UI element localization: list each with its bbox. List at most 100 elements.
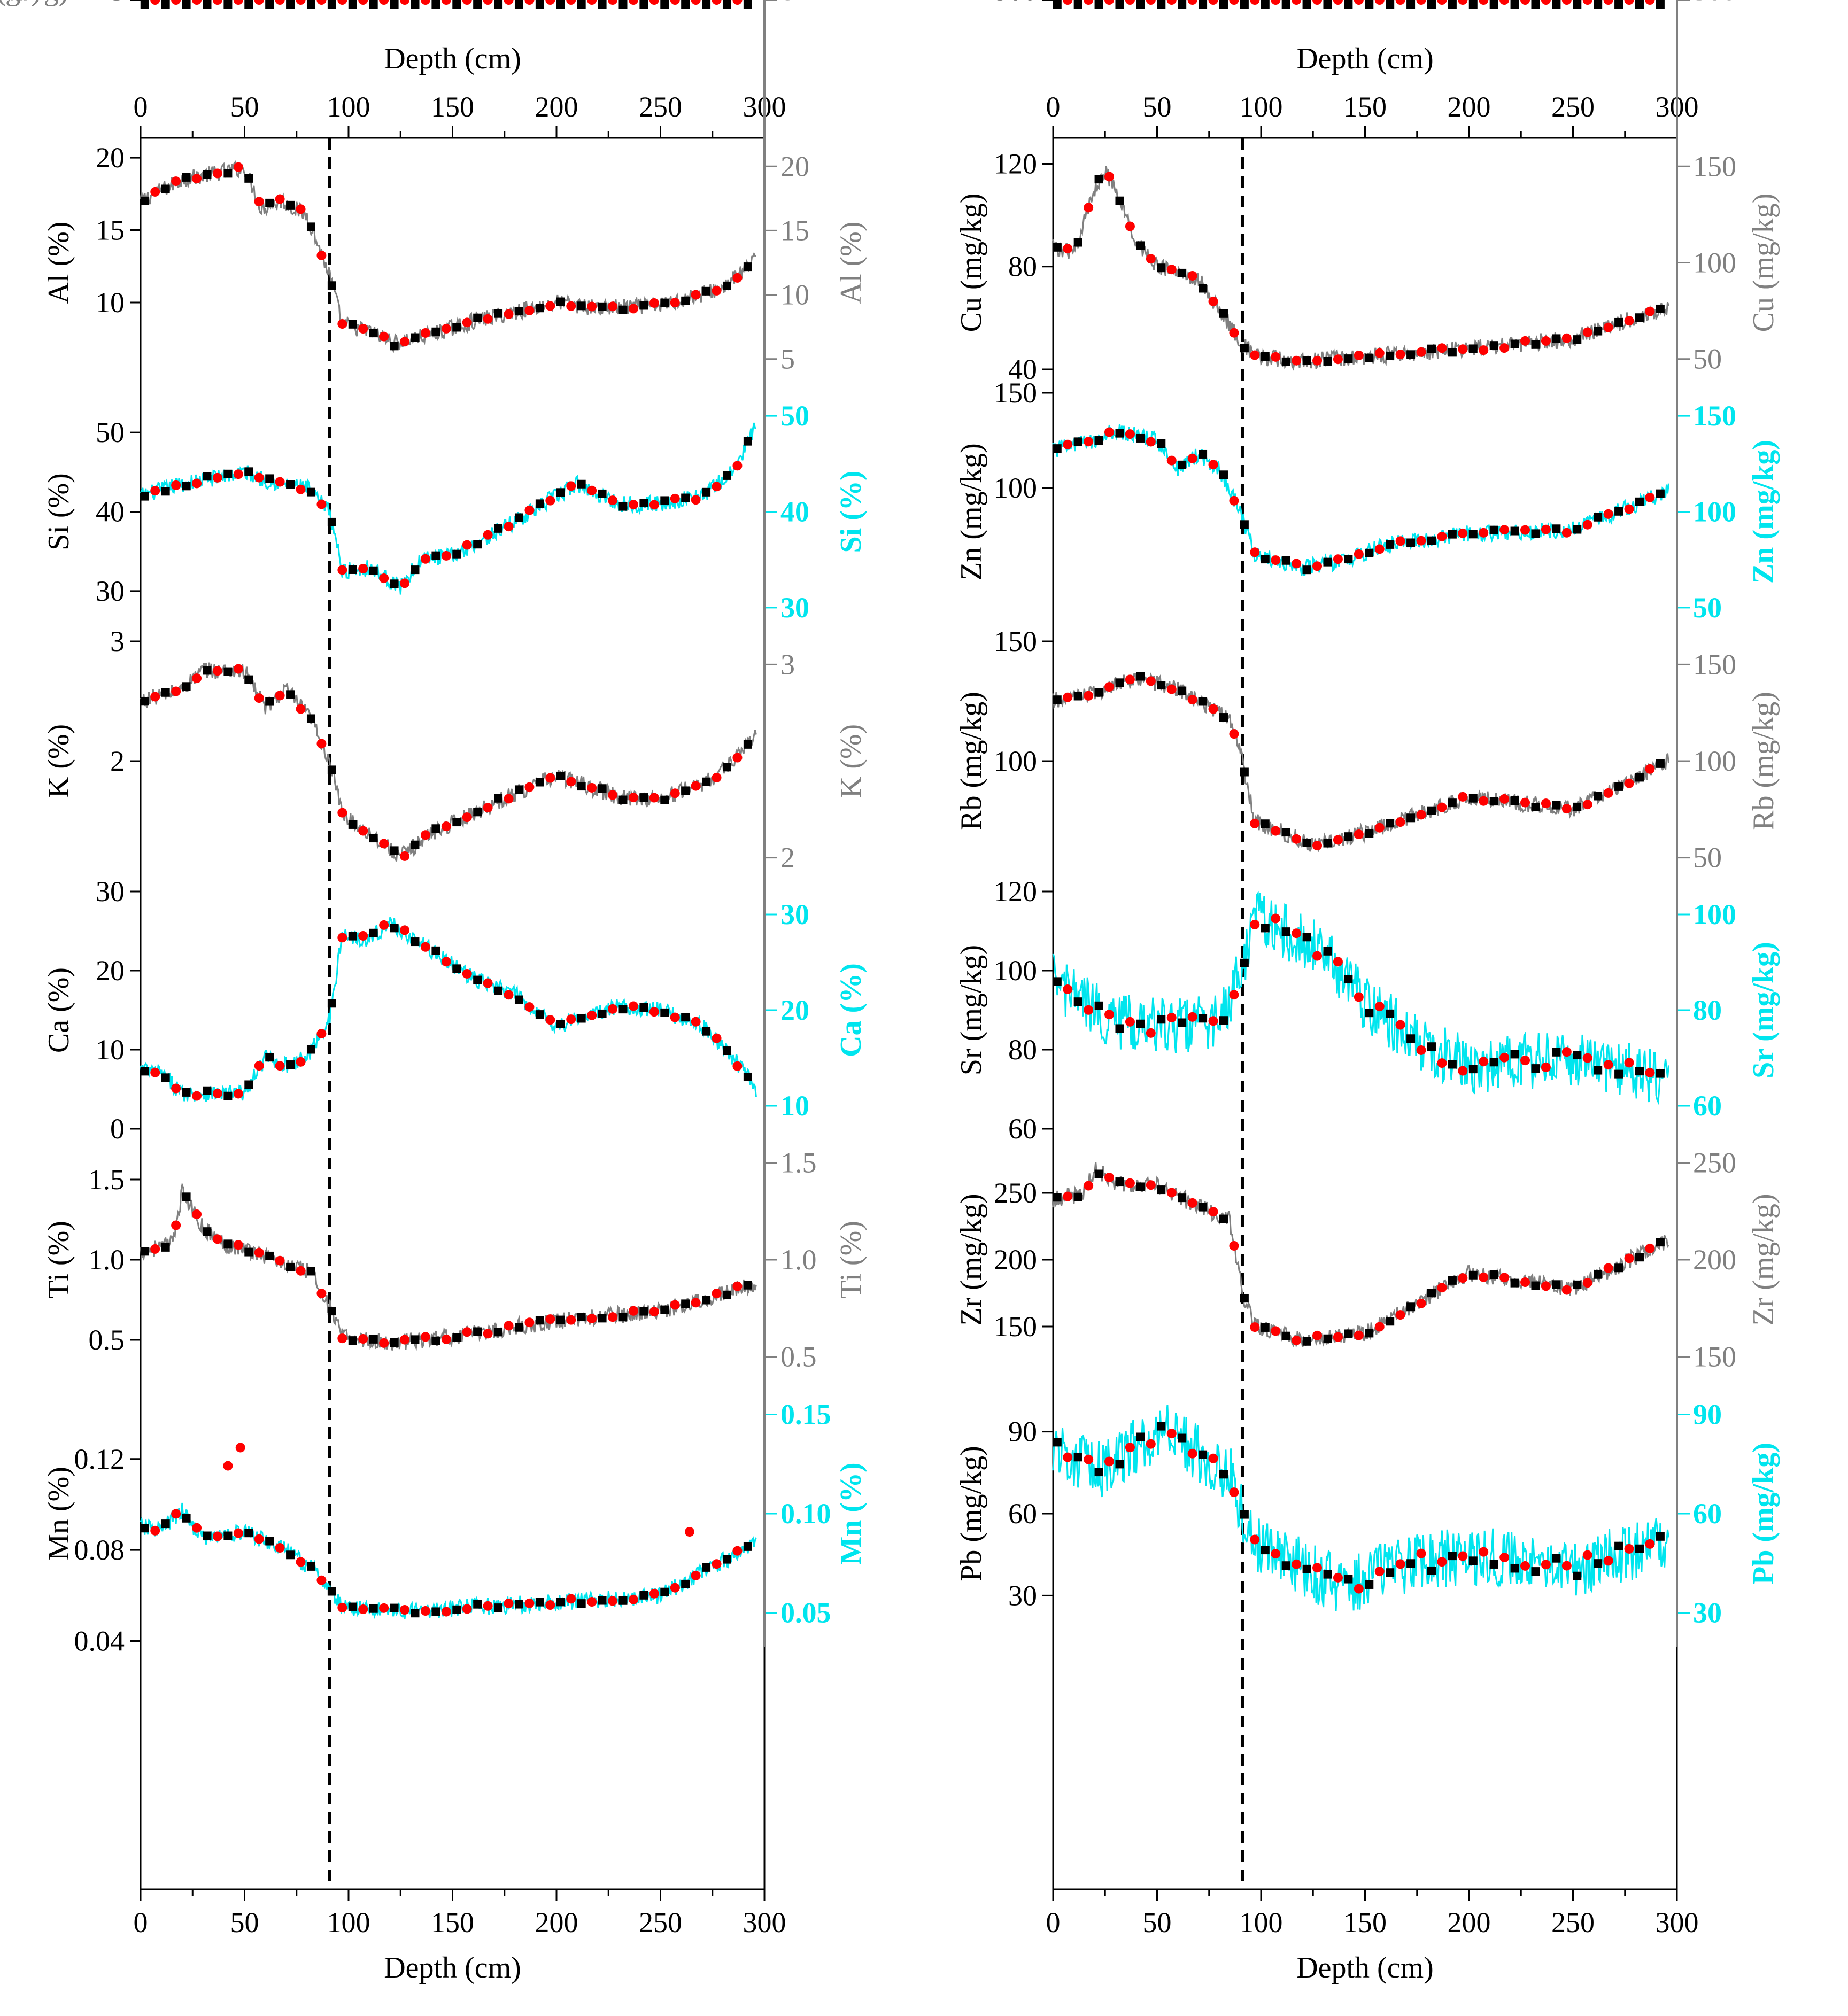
sample-marker-black	[161, 487, 170, 496]
sample-marker-red	[1250, 0, 1260, 5]
sample-marker-red	[504, 794, 514, 804]
sample-marker-black	[1448, 1060, 1457, 1069]
sample-marker-black	[722, 1290, 731, 1299]
sample-marker-red	[1208, 704, 1218, 714]
sample-marker-black	[1386, 1009, 1395, 1018]
sample-marker-red-outlier	[223, 1461, 233, 1471]
sample-marker-black	[1073, 437, 1082, 446]
sample-marker-black	[244, 675, 253, 684]
sample-marker-black	[1302, 0, 1311, 9]
sample-marker-black	[1094, 175, 1103, 184]
sample-marker-black	[265, 697, 274, 706]
sample-marker-black	[1136, 241, 1145, 250]
sample-marker-red	[1312, 1563, 1323, 1573]
sample-marker-black	[535, 778, 544, 787]
right-y-tick-label: 8	[780, 0, 795, 6]
right-y-axis-label: Cu (mg/kg)	[1747, 193, 1780, 332]
x-tick-label: 100	[327, 1906, 370, 1939]
sample-marker-black	[348, 820, 357, 829]
sample-marker-black	[140, 196, 149, 205]
sample-marker-red	[316, 1029, 327, 1039]
right-y-tick-label: 50	[1693, 343, 1722, 375]
sample-marker-red	[1146, 1439, 1156, 1449]
sample-marker-red	[1208, 1207, 1218, 1217]
sample-marker-black	[411, 1335, 420, 1344]
x-tick-label: 150	[431, 91, 474, 123]
sample-marker-red	[1354, 1330, 1364, 1340]
sample-marker-black	[1240, 1294, 1249, 1303]
sample-marker-black	[327, 1587, 336, 1596]
left-y-tick-label: 200	[994, 1244, 1037, 1276]
sample-marker-black	[1344, 832, 1353, 841]
sample-marker-black	[722, 471, 731, 480]
sample-marker-black	[598, 489, 607, 498]
sample-marker-black	[182, 1192, 191, 1201]
sample-marker-black	[265, 1053, 274, 1062]
left-y-axis-label: K (%)	[42, 724, 75, 798]
sample-marker-red	[275, 691, 285, 701]
sample-marker-red	[1292, 559, 1302, 569]
sample-marker-red	[1437, 0, 1447, 5]
right-y-tick-label: 100	[1693, 898, 1736, 931]
sample-marker-red	[337, 808, 347, 818]
sample-marker-black	[1178, 1193, 1187, 1203]
sample-marker-red	[1229, 990, 1239, 1000]
sample-marker-red	[1561, 0, 1572, 5]
sample-marker-black	[1656, 759, 1665, 768]
sample-marker-red	[233, 1240, 243, 1250]
sample-marker-red	[732, 0, 743, 5]
sample-marker-red	[1479, 0, 1489, 5]
sample-marker-black	[1219, 1016, 1228, 1025]
sample-marker-black	[1094, 1169, 1103, 1178]
left-y-axis-label: Ba (mg/kg)	[0, 0, 68, 7]
sample-marker-black	[577, 1014, 586, 1023]
sample-marker-black	[1073, 0, 1082, 9]
sample-marker-red	[1250, 919, 1260, 929]
right-y-tick-label: 50	[1693, 842, 1722, 874]
sample-marker-red	[1166, 1429, 1177, 1439]
sample-marker-black	[1406, 1559, 1416, 1568]
sample-marker-red	[712, 482, 722, 492]
sample-marker-red	[1312, 355, 1323, 366]
sample-marker-black	[598, 0, 607, 9]
right-y-tick-label: 60	[1693, 1090, 1722, 1122]
sample-marker-red	[337, 933, 347, 943]
sample-marker-black	[1510, 0, 1519, 9]
sample-marker-black	[1157, 439, 1166, 448]
sample-marker-red	[608, 790, 618, 800]
sample-marker-black	[722, 0, 731, 9]
sample-marker-red	[1229, 729, 1239, 739]
sample-marker-black	[327, 999, 336, 1008]
sample-marker-black	[1261, 555, 1270, 564]
sample-marker-black	[265, 0, 274, 9]
left-y-tick-label: 0.5	[89, 1324, 125, 1356]
sample-marker-black	[1053, 977, 1062, 986]
sample-marker-red	[1374, 0, 1385, 5]
sample-marker-black	[244, 174, 253, 183]
sample-marker-black	[1136, 1432, 1145, 1441]
left-y-axis-label: Ca (%)	[42, 967, 75, 1053]
sample-marker-red	[1271, 0, 1281, 5]
sample-marker-black	[411, 840, 420, 849]
sample-marker-black	[660, 298, 669, 307]
right-y-tick-label: 100	[1693, 745, 1736, 777]
sample-marker-black	[1635, 1544, 1644, 1553]
left-y-tick-label: 100	[994, 472, 1037, 504]
sample-marker-black	[140, 0, 149, 9]
sample-marker-red	[1395, 1559, 1405, 1569]
sample-marker-black	[514, 1600, 523, 1609]
sample-marker-red	[691, 1570, 701, 1580]
sample-marker-red	[1166, 455, 1177, 466]
sample-marker-black	[660, 496, 669, 505]
left-y-tick-label: 20	[96, 142, 125, 174]
sample-marker-red	[254, 1061, 264, 1071]
sample-marker-red	[1582, 1278, 1592, 1288]
sample-marker-red	[337, 1333, 347, 1344]
sample-marker-red	[1125, 1017, 1135, 1027]
sample-marker-red	[1541, 0, 1551, 5]
panel-ca: 30 20 10 0 30 20 10 Ca (%) Ca (%)	[42, 875, 868, 1145]
sample-marker-red	[1624, 1058, 1634, 1068]
left-y-tick-label: 250	[994, 1177, 1037, 1209]
